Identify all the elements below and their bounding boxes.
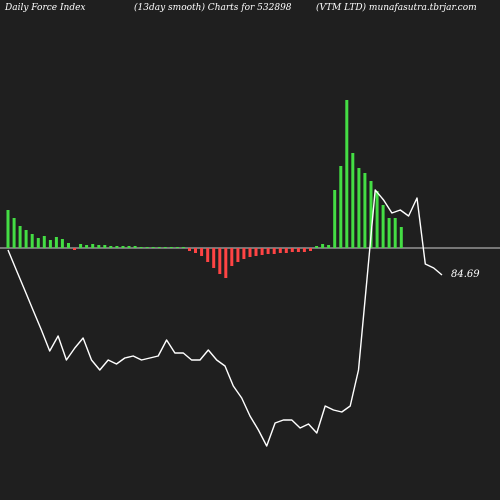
force-index-bar — [236, 248, 240, 262]
force-index-bar — [133, 246, 137, 248]
force-index-bar — [375, 191, 379, 248]
force-index-bar — [224, 248, 228, 278]
force-index-bar — [278, 248, 282, 253]
force-index-bar — [169, 247, 173, 248]
force-index-bar — [333, 190, 337, 248]
force-index-bar — [139, 247, 143, 248]
force-index-bar — [351, 153, 355, 248]
force-index-bar — [48, 240, 52, 248]
force-index-bar — [109, 246, 113, 248]
force-index-bar — [121, 246, 125, 248]
force-index-bar — [302, 248, 306, 252]
force-index-bar — [290, 248, 294, 252]
force-index-bar — [363, 173, 367, 248]
force-index-bar — [60, 239, 64, 248]
force-index-bar — [12, 218, 16, 248]
force-index-bar — [393, 218, 397, 248]
force-index-bar — [36, 238, 40, 248]
chart-header-left: Daily Force Index — [5, 3, 86, 13]
force-index-bar — [67, 243, 70, 248]
chart-header-center: (13day smooth) Charts for 532898 — [134, 3, 292, 13]
force-index-bar — [284, 248, 288, 253]
force-index-bar — [157, 247, 161, 248]
force-index-bar — [151, 247, 155, 248]
force-index-bar — [103, 245, 107, 248]
chart-header-right: (VTM LTD) munafasutra.tbrjar.com — [316, 3, 477, 13]
force-index-bar — [381, 205, 385, 248]
force-index-bar — [79, 244, 83, 248]
force-index-bar — [163, 247, 167, 248]
force-index-bar — [272, 248, 276, 254]
force-index-bar — [18, 226, 22, 248]
force-index-bar — [345, 100, 349, 248]
force-index-bar — [194, 248, 197, 253]
force-index-bar — [188, 248, 191, 251]
force-index-bar — [387, 218, 391, 248]
force-index-bar — [296, 248, 300, 252]
force-index-bar — [127, 246, 131, 248]
force-index-bar — [85, 245, 89, 248]
bars-group — [6, 100, 403, 278]
force-index-bar — [181, 247, 185, 248]
force-index-bar — [115, 246, 119, 248]
force-index-bar — [248, 248, 252, 257]
force-index-bar — [175, 247, 179, 248]
force-index-bar — [266, 248, 270, 254]
force-index-bar — [73, 248, 76, 250]
force-index-bar — [97, 245, 101, 248]
force-index-bar — [327, 245, 331, 248]
force-index-bar — [315, 246, 319, 248]
force-index-bar — [339, 166, 343, 248]
force-index-line — [7, 189, 443, 447]
force-index-bar — [206, 248, 210, 262]
force-index-bar — [260, 248, 264, 255]
force-index-bar — [42, 236, 46, 248]
force-index-bar — [218, 248, 222, 274]
last-value-label: 84.69 — [451, 269, 480, 280]
force-index-bar — [54, 237, 58, 248]
force-index-bar — [309, 248, 312, 251]
force-index-bar — [30, 234, 34, 248]
force-index-bar — [254, 248, 258, 256]
force-index-bar — [24, 230, 28, 248]
force-index-bar — [369, 181, 373, 248]
force-index-bar — [212, 248, 216, 268]
force-index-bar — [242, 248, 246, 259]
force-index-bar — [91, 244, 95, 248]
force-index-bar — [200, 248, 204, 256]
force-index-bar — [6, 210, 10, 248]
force-index-bar — [357, 168, 361, 248]
force-index-bar — [399, 227, 403, 248]
force-index-bar — [145, 247, 149, 248]
force-index-bar — [321, 244, 325, 248]
force-index-bar — [230, 248, 234, 266]
